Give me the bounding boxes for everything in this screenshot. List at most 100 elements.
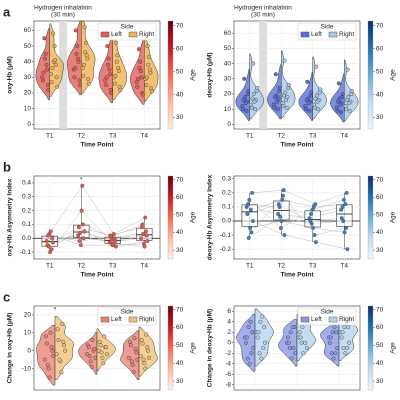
data-point xyxy=(343,202,348,207)
data-point xyxy=(263,340,268,345)
y-tick-label: 0.3 xyxy=(222,176,231,183)
legend-swatch xyxy=(100,316,110,323)
panel-label: c xyxy=(3,289,10,304)
data-point xyxy=(312,105,317,110)
data-point xyxy=(46,244,51,249)
x-tick-label: T3 xyxy=(309,263,317,270)
data-point xyxy=(105,44,110,49)
violin-half xyxy=(98,36,113,103)
data-point xyxy=(105,62,110,67)
data-point xyxy=(97,339,102,344)
data-point xyxy=(133,346,138,351)
data-point xyxy=(246,202,250,207)
legend-label: Left xyxy=(311,31,322,38)
data-point xyxy=(74,51,79,56)
x-tick-label: T4 xyxy=(140,263,148,270)
data-point xyxy=(304,98,309,103)
x-tick-label: T3 xyxy=(109,133,117,140)
data-point xyxy=(245,212,250,216)
data-point xyxy=(49,80,54,85)
y-tick-label: 20 xyxy=(24,312,32,319)
x-axis-label: Time Point xyxy=(80,272,114,279)
data-point xyxy=(76,225,81,230)
data-point xyxy=(241,98,246,103)
y-tick-label: 40 xyxy=(24,58,32,65)
data-point xyxy=(275,107,280,112)
data-point xyxy=(42,56,47,61)
legend-title: Side xyxy=(120,309,133,316)
data-point xyxy=(306,101,311,106)
data-point xyxy=(244,108,249,113)
data-point xyxy=(118,87,123,92)
subject-line xyxy=(250,199,346,210)
data-point xyxy=(86,81,91,86)
data-point xyxy=(341,219,346,223)
data-point xyxy=(342,325,347,330)
y-tick-label: 60 xyxy=(24,27,32,34)
data-point xyxy=(142,361,147,366)
colorbar-tick-label: 40 xyxy=(376,91,384,98)
data-point xyxy=(279,219,284,223)
colorbar-tick-label: 40 xyxy=(376,229,384,236)
data-point xyxy=(127,339,132,344)
data-point xyxy=(46,366,51,371)
legend-label: Right xyxy=(339,31,354,38)
data-point xyxy=(43,334,48,339)
y-tick-label: -10 xyxy=(22,365,32,372)
data-point xyxy=(272,105,277,110)
data-point xyxy=(338,102,343,107)
data-point xyxy=(99,350,104,355)
data-point xyxy=(144,233,149,238)
data-point xyxy=(332,325,337,330)
y-tick-label: 0.3 xyxy=(22,193,31,200)
colorbar-tick-label: 70 xyxy=(176,176,184,183)
data-point xyxy=(89,364,94,369)
y-tick-label: -2 xyxy=(225,350,231,357)
data-point xyxy=(86,76,91,81)
legend-box xyxy=(297,307,357,326)
colorbar-tick-label: 60 xyxy=(176,194,184,201)
data-point xyxy=(48,229,53,234)
x-tick-label: T4 xyxy=(140,133,148,140)
data-point xyxy=(114,40,119,45)
data-point xyxy=(281,93,286,98)
significance-star: * xyxy=(80,177,83,184)
data-point xyxy=(318,87,323,92)
data-point xyxy=(347,108,352,113)
colorbar-tick-label: 70 xyxy=(176,306,184,313)
legend-box xyxy=(97,22,157,41)
data-point xyxy=(298,335,303,340)
data-point xyxy=(102,334,107,339)
data-point xyxy=(55,84,60,89)
data-point xyxy=(344,107,349,112)
y-tick-label: 0.4 xyxy=(22,180,31,187)
data-point xyxy=(315,99,320,104)
violin-half xyxy=(330,73,345,123)
data-point xyxy=(338,110,343,115)
subject-line xyxy=(47,224,143,242)
data-point xyxy=(51,354,56,359)
data-point xyxy=(96,348,101,353)
data-point xyxy=(106,56,111,61)
colorbar-tick-label: 70 xyxy=(176,22,184,29)
colorbar-tick-label: 60 xyxy=(176,45,184,52)
y-axis-label: oxy-Hb Asymmetry Index xyxy=(7,178,14,256)
data-point xyxy=(347,101,352,106)
data-point xyxy=(258,319,263,324)
data-point xyxy=(260,314,265,319)
violin-half xyxy=(54,316,74,380)
data-point xyxy=(341,346,346,351)
data-point xyxy=(301,351,306,356)
data-point xyxy=(334,330,339,335)
data-point xyxy=(55,327,60,332)
data-point xyxy=(98,343,103,348)
data-point xyxy=(250,96,255,101)
data-point xyxy=(48,250,53,255)
data-point xyxy=(111,232,116,237)
data-point xyxy=(44,239,49,243)
data-point xyxy=(242,76,247,81)
legend-box xyxy=(97,307,157,326)
data-point xyxy=(50,236,55,241)
y-tick-label: 2 xyxy=(227,329,231,336)
